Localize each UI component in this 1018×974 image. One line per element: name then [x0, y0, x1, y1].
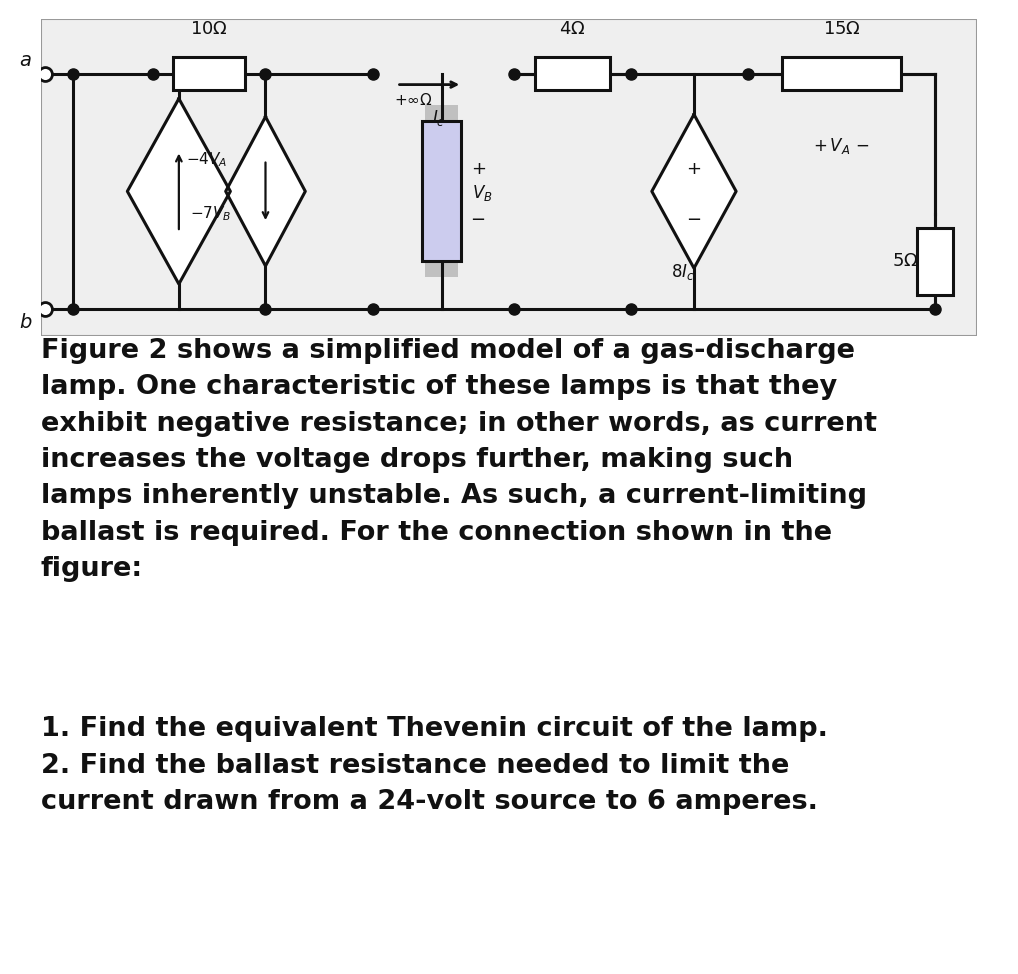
Polygon shape	[127, 98, 230, 284]
Bar	[534, 57, 610, 90]
Bar	[421, 121, 461, 261]
Text: $I_c$: $I_c$	[433, 108, 445, 129]
Text: 1. Find the equivalent Thevenin circuit of the lamp.
2. Find the ballast resista: 1. Find the equivalent Thevenin circuit …	[41, 716, 828, 815]
Polygon shape	[652, 115, 736, 268]
Bar	[173, 57, 245, 90]
Text: 15$\Omega$: 15$\Omega$	[823, 19, 860, 38]
Text: $-7V_B$: $-7V_B$	[190, 205, 232, 223]
Bar	[782, 57, 901, 90]
Bar	[917, 228, 953, 295]
Text: a: a	[19, 51, 32, 70]
Text: 5$\Omega$: 5$\Omega$	[892, 252, 918, 271]
Text: $+ \, V_A \, -$: $+ \, V_A \, -$	[813, 136, 869, 156]
Polygon shape	[226, 117, 305, 266]
Text: $-$: $-$	[469, 209, 485, 228]
Text: +: +	[471, 160, 487, 177]
Text: $+\infty\Omega$: $+\infty\Omega$	[394, 93, 433, 108]
Text: +: +	[686, 160, 701, 177]
Text: $-$: $-$	[686, 209, 701, 228]
Ellipse shape	[289, 74, 832, 309]
Text: 4$\Omega$: 4$\Omega$	[559, 19, 585, 38]
Text: b: b	[19, 313, 32, 332]
Bar	[425, 105, 458, 278]
Text: $V_B$: $V_B$	[471, 183, 492, 204]
Text: 10$\Omega$: 10$\Omega$	[190, 19, 228, 38]
Text: Figure 2 shows a simplified model of a gas-discharge
lamp. One characteristic of: Figure 2 shows a simplified model of a g…	[41, 338, 876, 582]
Text: $8I_c$: $8I_c$	[671, 262, 694, 281]
Text: $-4V_A$: $-4V_A$	[186, 150, 227, 169]
FancyBboxPatch shape	[41, 19, 977, 336]
